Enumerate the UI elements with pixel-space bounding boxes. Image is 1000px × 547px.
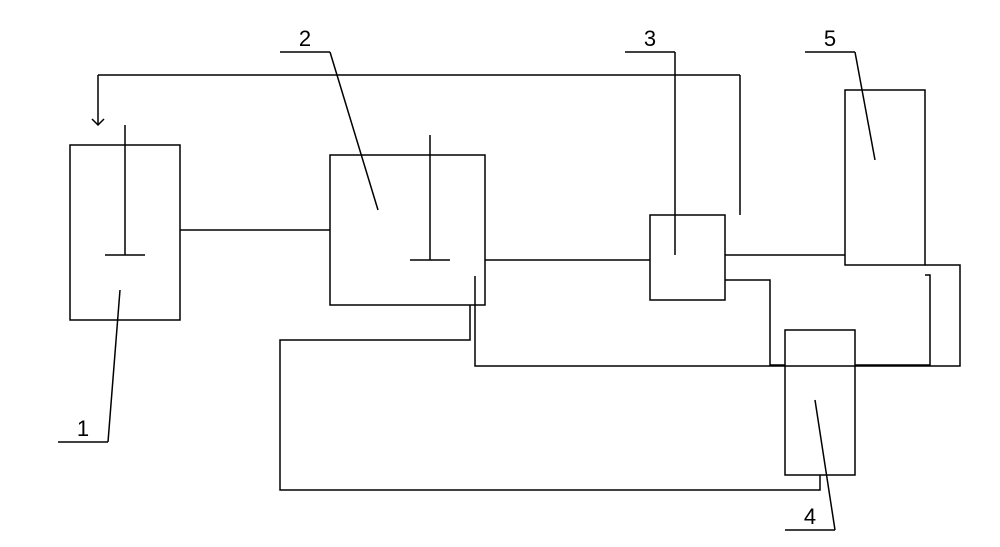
leader-line (815, 400, 835, 530)
connector (475, 265, 960, 366)
box4 (785, 330, 855, 475)
label2: 2 (299, 26, 311, 51)
label1: 1 (77, 416, 89, 441)
box3 (650, 215, 725, 300)
process-flow-diagram: 1 2 3 4 5 (0, 0, 1000, 547)
box2 (330, 155, 485, 305)
leader-line (108, 290, 120, 442)
label5: 5 (824, 26, 836, 51)
label3: 3 (644, 26, 656, 51)
box5 (845, 90, 925, 265)
connector (280, 305, 820, 490)
connector (855, 275, 930, 365)
leader-line (855, 52, 875, 160)
connector (725, 280, 785, 365)
label4: 4 (804, 504, 816, 529)
